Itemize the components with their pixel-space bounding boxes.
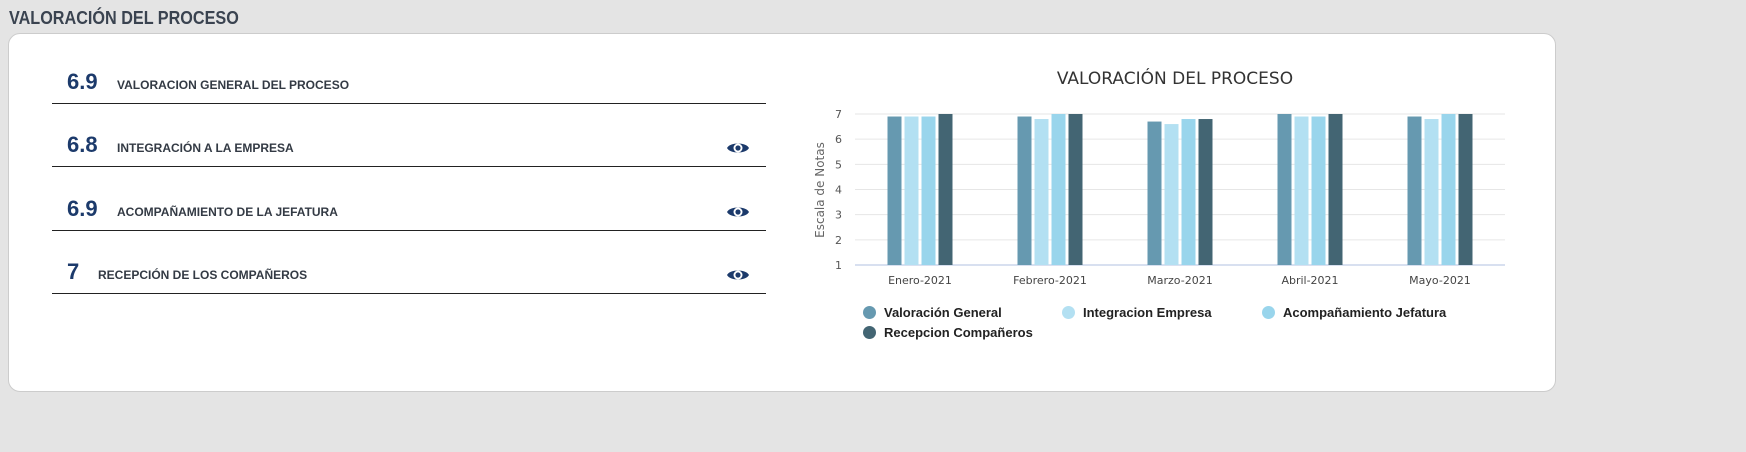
score-row: 6.9 VALORACION GENERAL DEL PROCESO (52, 40, 766, 104)
chart-title: VALORACIÓN DEL PROCESO (1057, 67, 1293, 89)
x-tick-label: Febrero-2021 (1013, 274, 1087, 287)
y-tick-label: 7 (835, 108, 842, 121)
bar[interactable] (1328, 114, 1343, 265)
legend-marker-icon (863, 306, 876, 319)
score-value: 7 (67, 259, 80, 284)
y-tick-label: 2 (835, 234, 842, 247)
score-label: RECEPCIÓN DE LOS COMPAÑEROS (98, 268, 308, 282)
bar[interactable] (938, 114, 953, 265)
y-axis-label: Escala de Notas (813, 142, 827, 238)
legend-item[interactable]: Valoración General (863, 305, 1002, 320)
score-label: VALORACION GENERAL DEL PROCESO (117, 78, 350, 92)
score-value: 6.9 (67, 196, 98, 221)
legend-item[interactable]: Recepcion Compañeros (863, 325, 1033, 340)
y-tick-label: 5 (835, 158, 842, 171)
y-tick-label: 1 (835, 259, 842, 272)
legend-marker-icon (1062, 306, 1075, 319)
eye-icon[interactable] (726, 267, 750, 283)
x-tick-label: Abril-2021 (1281, 274, 1338, 287)
score-value: 6.8 (67, 132, 98, 157)
bar[interactable] (1407, 116, 1422, 265)
bar[interactable] (1017, 116, 1032, 265)
bar[interactable] (1198, 119, 1213, 266)
bar[interactable] (887, 116, 902, 265)
eye-icon[interactable] (726, 204, 750, 220)
bar[interactable] (1068, 114, 1083, 265)
legend-item[interactable]: Acompañamiento Jefatura (1262, 305, 1446, 320)
x-tick-label: Mayo-2021 (1409, 274, 1471, 287)
bar[interactable] (921, 116, 936, 265)
bar[interactable] (1424, 119, 1439, 266)
legend-label: Valoración General (884, 305, 1002, 320)
legend-marker-icon (1262, 306, 1275, 319)
bar[interactable] (904, 116, 919, 265)
y-tick-label: 6 (835, 133, 842, 146)
bar[interactable] (1034, 119, 1049, 266)
bar[interactable] (1311, 116, 1326, 265)
eye-icon[interactable] (726, 140, 750, 156)
bar[interactable] (1051, 114, 1066, 265)
score-row: 6.9 ACOMPAÑAMIENTO DE LA JEFATURA (52, 167, 766, 231)
page-title: VALORACIÓN DEL PROCESO (9, 8, 239, 28)
score-row: 6.8 INTEGRACIÓN A LA EMPRESA (52, 103, 766, 167)
bar[interactable] (1294, 116, 1309, 265)
bar[interactable] (1181, 119, 1196, 266)
bar[interactable] (1458, 114, 1473, 265)
score-label: INTEGRACIÓN A LA EMPRESA (117, 141, 294, 155)
legend-label: Integracion Empresa (1083, 305, 1212, 320)
y-tick-label: 4 (835, 184, 842, 197)
legend-item[interactable]: Integracion Empresa (1062, 305, 1212, 320)
x-tick-label: Marzo-2021 (1147, 274, 1212, 287)
legend-label: Recepcion Compañeros (884, 325, 1033, 340)
legend-label: Acompañamiento Jefatura (1283, 305, 1447, 320)
bar-chart: VALORACIÓN DEL PROCESO Escala de Notas 1 2 3… (813, 67, 1505, 287)
x-tick-label: Enero-2021 (888, 274, 952, 287)
score-row: 7 RECEPCIÓN DE LOS COMPAÑEROS (52, 230, 766, 294)
score-label: ACOMPAÑAMIENTO DE LA JEFATURA (117, 205, 338, 219)
bar[interactable] (1164, 124, 1179, 265)
legend-marker-icon (863, 326, 876, 339)
bar[interactable] (1441, 114, 1456, 265)
score-value: 6.9 (67, 69, 98, 94)
bar[interactable] (1147, 121, 1162, 265)
y-tick-label: 3 (835, 209, 842, 222)
bar[interactable] (1277, 114, 1292, 265)
